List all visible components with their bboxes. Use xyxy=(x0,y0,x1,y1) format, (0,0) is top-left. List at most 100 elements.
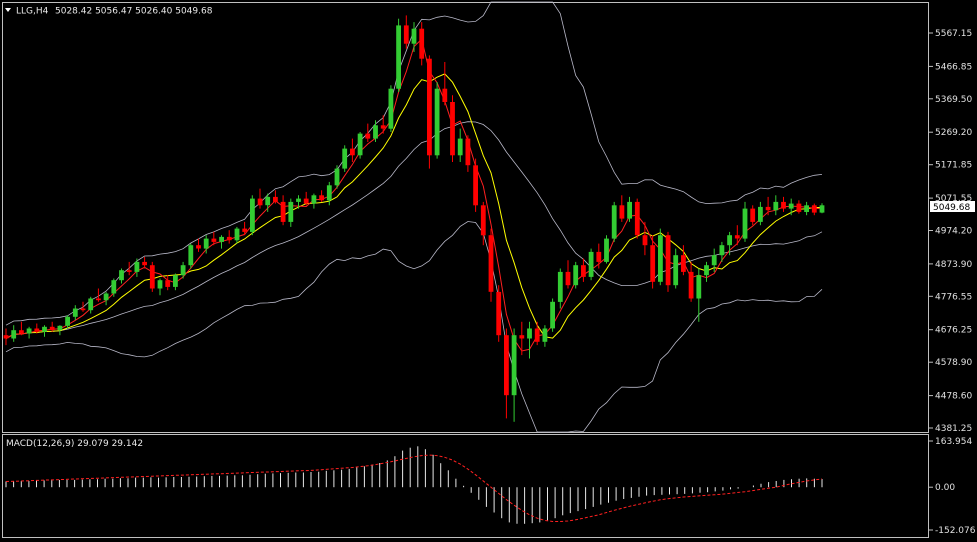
candle xyxy=(103,291,109,306)
price-tick-label: 4873.90 xyxy=(935,260,972,270)
candle xyxy=(565,260,571,289)
candle xyxy=(65,315,70,329)
candle xyxy=(26,326,32,339)
candle xyxy=(473,158,478,212)
price-tick-label: 5171.85 xyxy=(935,161,972,171)
candle xyxy=(149,261,155,292)
candle-body xyxy=(819,205,825,213)
candle-body xyxy=(242,228,248,232)
candle-body xyxy=(334,168,340,186)
candle xyxy=(80,301,86,312)
candle xyxy=(450,95,455,162)
candle-body xyxy=(265,196,271,206)
candle-body xyxy=(26,328,32,334)
candle-body xyxy=(342,148,348,169)
macd-signal-line xyxy=(5,454,823,522)
candle-body xyxy=(234,228,240,241)
candlesticks xyxy=(3,15,825,422)
candle xyxy=(165,275,171,291)
candle xyxy=(234,226,240,244)
candle-body xyxy=(357,133,363,156)
candle-body xyxy=(704,265,709,276)
candle xyxy=(434,82,440,159)
candle-body xyxy=(103,293,109,301)
candle-body xyxy=(573,265,579,286)
symbol-dropdown-icon[interactable] xyxy=(5,8,11,12)
candle xyxy=(19,321,24,336)
candle xyxy=(173,273,178,291)
price-tick-label: 5466.85 xyxy=(935,62,972,72)
candle-body xyxy=(280,201,286,222)
candle xyxy=(788,198,794,216)
candle xyxy=(211,231,217,246)
candle-body xyxy=(527,328,532,339)
candle xyxy=(257,188,263,209)
candle xyxy=(811,203,817,216)
candle xyxy=(488,228,494,302)
price-tick-label: 4578.90 xyxy=(935,358,972,368)
candle xyxy=(665,231,671,292)
candle-body xyxy=(465,138,471,166)
candle xyxy=(357,132,363,159)
candle xyxy=(511,328,517,422)
candle xyxy=(542,325,548,347)
candle xyxy=(273,190,278,204)
price-tick-label: 5269.20 xyxy=(935,128,972,138)
candle-body xyxy=(727,235,732,246)
candle xyxy=(242,221,248,236)
price-tick-label: 4381.25 xyxy=(935,424,972,434)
candle xyxy=(734,225,740,246)
candle xyxy=(534,321,540,346)
candle-body xyxy=(165,280,171,287)
candle-body xyxy=(781,201,786,209)
candle xyxy=(642,221,648,256)
candle-body xyxy=(596,251,602,262)
candle xyxy=(619,195,625,222)
candle-body xyxy=(434,88,440,156)
candle-body xyxy=(57,325,63,331)
candle-body xyxy=(673,255,679,286)
candle xyxy=(519,321,525,356)
current-price-tag-bg xyxy=(930,201,975,212)
candle xyxy=(342,145,348,172)
ma-fast-line xyxy=(5,38,823,352)
candle-body xyxy=(557,271,563,302)
candle-body xyxy=(750,208,756,222)
candle-body xyxy=(403,25,409,44)
candle-body xyxy=(173,275,178,287)
candle xyxy=(250,195,255,236)
candle-body xyxy=(65,316,70,326)
candle xyxy=(396,18,401,92)
candle-body xyxy=(796,203,802,212)
candle xyxy=(711,248,717,272)
candle xyxy=(719,241,725,262)
candle-body xyxy=(488,235,494,292)
candle xyxy=(203,235,209,254)
candle-body xyxy=(542,328,548,342)
candle xyxy=(504,328,509,419)
candle xyxy=(465,135,471,172)
candle xyxy=(11,325,17,342)
candle xyxy=(303,191,309,206)
candle-body xyxy=(72,308,78,317)
candle-body xyxy=(80,308,86,311)
macd-tick-label: -152.076 xyxy=(935,526,976,536)
candle-body xyxy=(196,245,201,249)
candle-body xyxy=(457,138,463,156)
candle-body xyxy=(588,251,594,277)
candle-body xyxy=(273,196,278,202)
price-tick-label: 4676.25 xyxy=(935,326,972,336)
candle-body xyxy=(219,236,224,242)
candle-body xyxy=(719,245,725,256)
candle xyxy=(403,15,409,49)
candle-body xyxy=(688,271,694,299)
price-tick-label: 5071.55 xyxy=(935,194,972,204)
candle-body xyxy=(250,198,255,232)
candle-body xyxy=(96,298,101,301)
candle xyxy=(427,55,432,169)
candle-body xyxy=(565,271,571,286)
bollinger-bands xyxy=(5,1,823,433)
candle xyxy=(126,261,132,276)
candle-body xyxy=(411,28,417,44)
